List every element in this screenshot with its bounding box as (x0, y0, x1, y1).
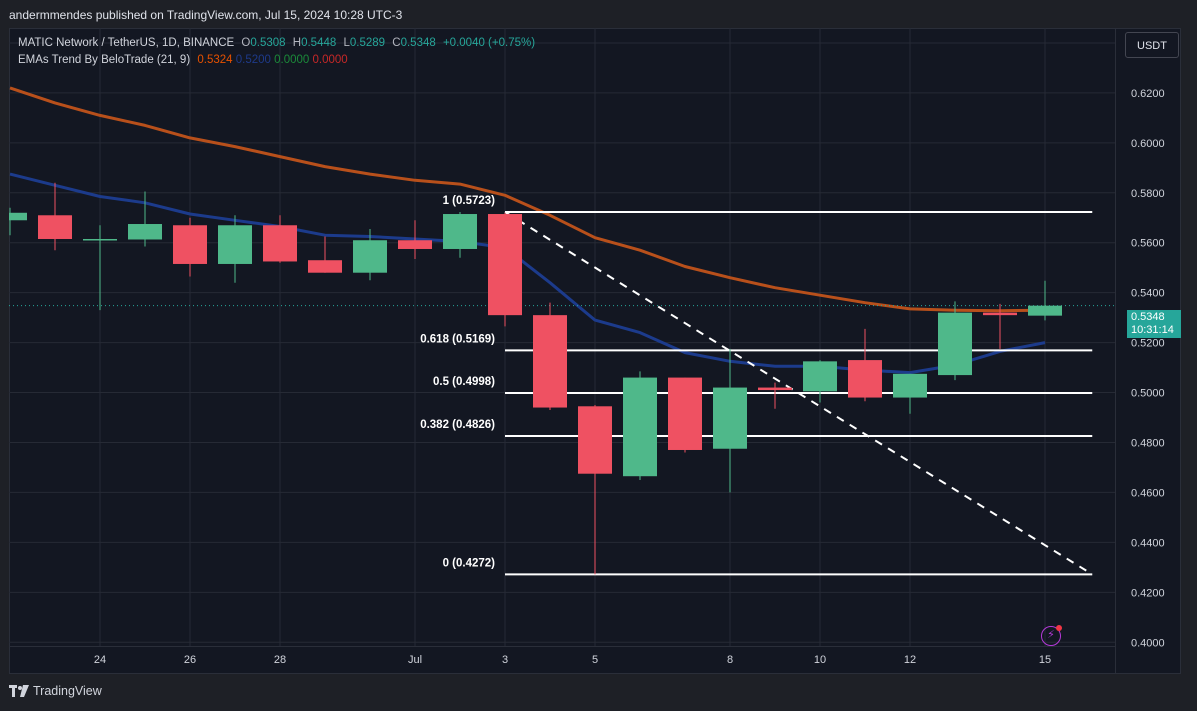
candle-up (1028, 305, 1062, 316)
header-bar: andermmendes published on TradingView.co… (0, 0, 1197, 28)
ema-lines (9, 86, 1046, 375)
ema-value-1: 0.5324 (197, 54, 233, 66)
candle-down (263, 225, 297, 262)
y-tick-label: 0.4200 (1131, 587, 1165, 599)
y-tick-label: 0.5000 (1131, 388, 1165, 400)
candle-up (803, 361, 837, 392)
x-tick-label: 28 (274, 654, 286, 666)
candles (9, 182, 1115, 575)
last-price-tag: 0.5348 10:31:14 (1127, 310, 1181, 338)
candle-down (578, 406, 612, 474)
legend-symbol-row: MATIC Network / TetherUS, 1D, BINANCE O0… (18, 35, 539, 52)
y-tick-label: 0.4000 (1131, 637, 1165, 649)
candle-up (353, 240, 387, 273)
tradingview-logo-icon (9, 685, 29, 697)
y-tick-label: 0.5400 (1131, 288, 1165, 300)
ema-value-4: 0.0000 (312, 54, 348, 66)
y-tick-label: 0.4600 (1131, 487, 1165, 499)
x-tick-label: 5 (592, 654, 598, 666)
chart-legend: MATIC Network / TetherUS, 1D, BINANCE O0… (18, 35, 539, 69)
candle-up (938, 312, 972, 376)
y-tick-label: 0.5200 (1131, 338, 1165, 350)
legend-high-label: H (292, 37, 302, 49)
publisher-line: andermmendes published on TradingView.co… (9, 8, 403, 22)
legend-open: 0.5308 (250, 37, 286, 49)
legend-close: 0.5348 (400, 37, 436, 49)
x-tick-label: 15 (1039, 654, 1051, 666)
x-tick-label: 8 (727, 654, 733, 666)
candle-down (308, 260, 342, 273)
fib-level-label: 0.618 (0.5169) (420, 333, 495, 345)
y-tick-label: 0.4400 (1131, 537, 1165, 549)
currency-button[interactable]: USDT (1125, 32, 1179, 58)
notification-dot-icon (1056, 625, 1062, 631)
y-tick-label: 0.5600 (1131, 238, 1165, 250)
fib-level-label: 1 (0.5723) (443, 195, 496, 207)
legend-open-label: O (241, 37, 251, 49)
candle-up (218, 225, 252, 264)
candle-down (758, 387, 792, 391)
candle-up (83, 238, 117, 241)
ema-value-2: 0.5200 (235, 54, 271, 66)
legend-high: 0.5448 (301, 37, 337, 49)
legend-low-label: L (343, 37, 350, 49)
legend-change: +0.0040 (+0.75%) (442, 37, 536, 49)
candle-down (983, 312, 1017, 316)
legend-symbol[interactable]: MATIC Network / TetherUS, 1D, BINANCE (18, 37, 235, 49)
candle-up (713, 387, 747, 449)
candle-up (9, 212, 27, 221)
candle-down (848, 360, 882, 398)
candle-up (128, 224, 162, 240)
candle-down (398, 240, 432, 249)
candle-up (893, 373, 927, 398)
footer: TradingView (9, 684, 102, 698)
x-tick-label: 10 (814, 654, 826, 666)
price-chart[interactable]: 1 (0.5723) 0.618 (0.5169) 0.5 (0.4998) 0.38… (9, 28, 1181, 674)
candle-down (38, 215, 72, 239)
x-tick-label: 26 (184, 654, 196, 666)
y-tick-label: 0.6000 (1131, 138, 1165, 150)
fib-level-label: 0.382 (0.4826) (420, 419, 495, 431)
y-tick-label: 0.4800 (1131, 437, 1165, 449)
footer-brand[interactable]: TradingView (33, 684, 102, 698)
candle-down (173, 225, 207, 264)
last-price-value: 0.5348 (1131, 311, 1165, 323)
fib-level-label: 0 (0.4272) (443, 557, 496, 569)
y-tick-label: 0.6200 (1131, 88, 1165, 100)
candle-down (488, 214, 522, 316)
legend-low: 0.5289 (349, 37, 386, 49)
x-tick-label: 24 (94, 654, 106, 666)
y-tick-label: 0.5800 (1131, 188, 1165, 200)
legend-close-label: C (392, 37, 401, 49)
bolt-icon[interactable]: ⚡ (1041, 626, 1061, 646)
fib-level-label: 0.5 (0.4998) (433, 376, 495, 388)
ema-21-line (9, 86, 1046, 313)
legend-indicator-row: EMAs Trend By BeloTrade (21, 9) 0.5324 0… (18, 52, 539, 69)
candle-down (668, 377, 702, 450)
x-tick-label: 3 (502, 654, 508, 666)
candle-up (443, 214, 477, 249)
legend-indicator[interactable]: EMAs Trend By BeloTrade (21, 9) (18, 54, 191, 66)
x-tick-label: Jul (408, 654, 422, 666)
ema-value-3: 0.0000 (274, 54, 310, 66)
candle-up (623, 377, 657, 477)
last-price-countdown: 10:31:14 (1131, 324, 1174, 336)
x-tick-label: 12 (904, 654, 916, 666)
candle-down (533, 315, 567, 408)
fib-trendline (504, 211, 1093, 576)
